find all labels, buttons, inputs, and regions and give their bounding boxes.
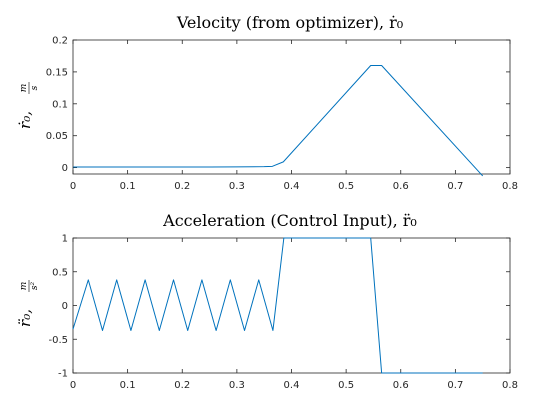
velocity-xtick-label: 0.4: [284, 181, 300, 192]
velocity-series-line: [73, 65, 484, 177]
acceleration-xtick-label: 0: [70, 380, 76, 391]
velocity-ytick-label: 0.1: [52, 99, 68, 110]
acceleration-xtick-label: 0.6: [393, 380, 409, 391]
velocity-xtick-label: 0.2: [174, 181, 190, 192]
acceleration-ytick-label: 1: [62, 234, 68, 245]
velocity-ylabel: ṙ₀,: [16, 111, 34, 129]
velocity-xtick-label: 0.1: [120, 181, 136, 192]
acceleration-plot-title: Acceleration (Control Input), r̈₀: [162, 211, 417, 230]
velocity-ytick-label: 0.05: [46, 131, 68, 142]
velocity-axes-box: [72, 39, 511, 175]
acceleration-ytick-label: 0.5: [52, 267, 68, 278]
velocity-plot-area: 0 0.1 0.2 0.3 0.4 0.5 0.6 0.7 0.8 0 0.05 0.1 0.15 0.2: [46, 36, 518, 193]
velocity-xtick-label: 0.3: [229, 181, 245, 192]
acceleration-xtick-label: 0.1: [120, 380, 136, 391]
velocity-ylabel-group: ṙ₀, m s: [16, 82, 40, 129]
acceleration-ylabel: r̈₀,: [16, 309, 34, 327]
velocity-xtick-label: 0.5: [338, 181, 354, 192]
velocity-ylabel-unit-num: m: [19, 84, 29, 93]
acceleration-xtick-label: 0.7: [447, 380, 463, 391]
acceleration-ylabel-unit-den: s²: [30, 281, 40, 290]
velocity-xtick-label: 0.7: [447, 181, 463, 192]
acceleration-ylabel-group: r̈₀, m s²: [16, 280, 40, 327]
acceleration-ytick-label: -1: [58, 369, 68, 380]
velocity-ylabel-unit-den: s: [30, 85, 40, 90]
velocity-xtick-label: 0: [70, 181, 76, 192]
acceleration-xtick-label: 0.4: [284, 380, 300, 391]
velocity-xtick-label: 0.6: [393, 181, 409, 192]
acceleration-ylabel-unit-num: m: [19, 282, 29, 291]
acceleration-plot: Acceleration (Control Input), r̈₀ r̈₀, m…: [16, 211, 518, 391]
acceleration-xtick-label: 0.5: [338, 380, 354, 391]
acceleration-axes-box: [72, 237, 511, 374]
acceleration-ytick-label: -0.5: [48, 335, 68, 346]
acceleration-series-line: [72, 237, 483, 374]
velocity-ytick-label: 0.15: [46, 67, 68, 78]
acceleration-xtick-label: 0.2: [174, 380, 190, 391]
velocity-ytick-label: 0: [62, 163, 68, 174]
velocity-ytick-label: 0.2: [52, 36, 68, 47]
acceleration-xtick-label: 0.3: [229, 380, 245, 391]
acceleration-ytick-label: 0: [62, 301, 68, 312]
acceleration-plot-area: 0 0.1 0.2 0.3 0.4 0.5 0.6 0.7 0.8 -1 -0.5 0 0.5 1: [48, 234, 517, 392]
velocity-xtick-label: 0.8: [502, 181, 518, 192]
velocity-plot-title: Velocity (from optimizer), ṙ₀: [176, 13, 403, 32]
acceleration-xtick-label: 0.8: [502, 380, 518, 391]
